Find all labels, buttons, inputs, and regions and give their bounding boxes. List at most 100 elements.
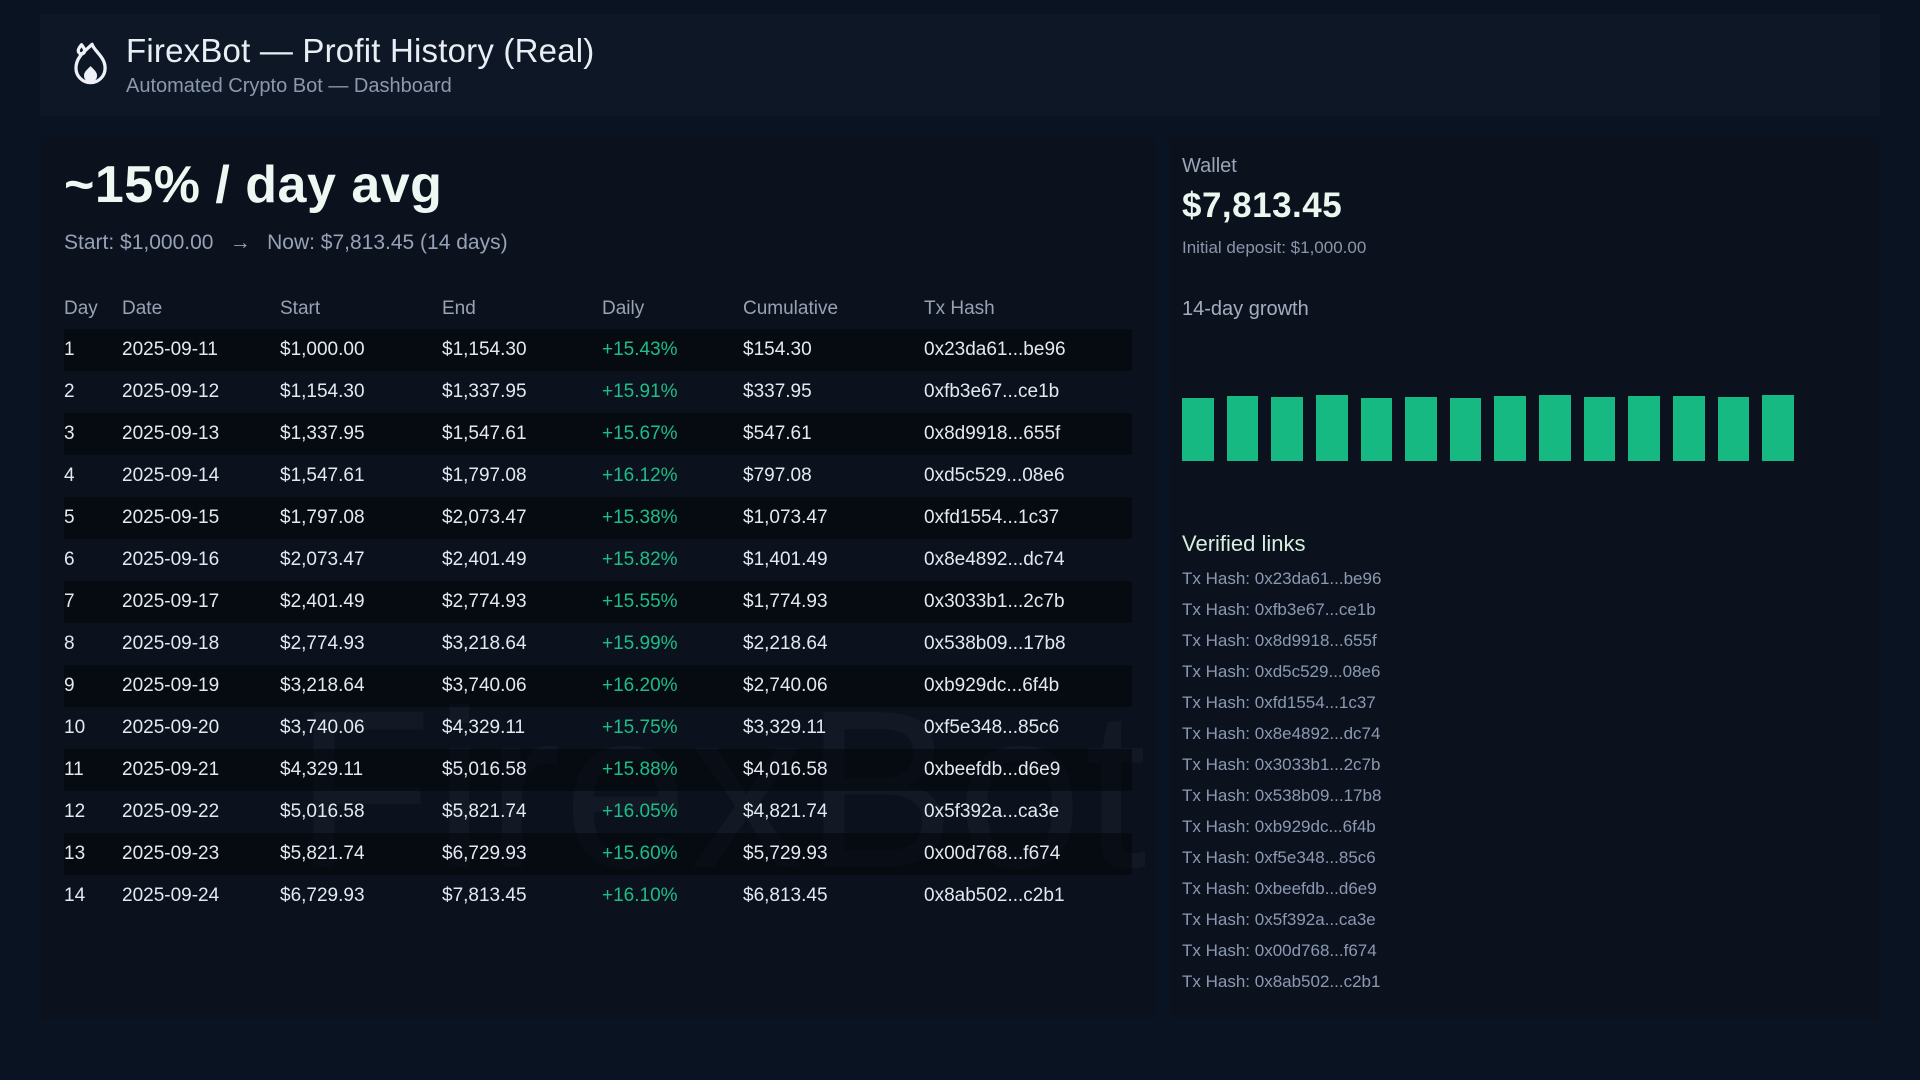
growth-bar — [1226, 396, 1259, 461]
header-titles: FirexBot — Profit History (Real) Automat… — [126, 32, 594, 98]
cell-cumulative: $1,774.93 — [743, 591, 828, 612]
cell-tx-hash: 0x8e4892...dc74 — [924, 549, 1065, 570]
column-header-end: End — [442, 298, 476, 319]
verified-link[interactable]: Tx Hash: 0x00d768...f674 — [1182, 941, 1377, 960]
cell-tx-hash: 0xf5e348...85c6 — [924, 717, 1060, 738]
cell-day: 2 — [64, 381, 75, 402]
table-header-row: Day Date Start End Daily Cumulative Tx Hash — [64, 289, 1132, 329]
table-row: 2 2025-09-12 $1,154.30 $1,337.95 +15.91% $337… — [64, 371, 1132, 413]
cell-cumulative: $154.30 — [743, 339, 812, 360]
cell-start: $4,329.11 — [280, 759, 364, 780]
avg-daily-headline: ~15% / day avg — [64, 156, 443, 214]
column-header-day: Day — [64, 298, 98, 319]
cell-daily: +15.88% — [602, 759, 678, 780]
verified-link[interactable]: Tx Hash: 0x23da61...be96 — [1182, 569, 1382, 588]
cell-daily: +15.43% — [602, 339, 678, 360]
cell-daily: +15.82% — [602, 549, 678, 570]
growth-bar — [1717, 397, 1750, 461]
cell-cumulative: $3,329.11 — [743, 717, 827, 738]
verified-link[interactable]: Tx Hash: 0x5f392a...ca3e — [1182, 910, 1376, 929]
cell-day: 13 — [64, 843, 86, 864]
cell-day: 1 — [64, 339, 75, 360]
verified-links-title: Verified links — [1182, 531, 1306, 556]
cell-date: 2025-09-19 — [122, 675, 220, 696]
cell-date: 2025-09-18 — [122, 633, 220, 654]
cell-date: 2025-09-16 — [122, 549, 220, 570]
cell-cumulative: $2,740.06 — [743, 675, 828, 696]
growth-bar — [1673, 396, 1705, 461]
profit-history-panel: FirexBot ~15% / day avg Start: $1,000.00… — [40, 137, 1156, 1019]
cell-day: 12 — [64, 801, 86, 822]
cell-end: $6,729.93 — [442, 843, 527, 864]
cell-tx-hash: 0x3033b1...2c7b — [924, 591, 1065, 612]
cell-cumulative: $5,729.93 — [743, 843, 828, 864]
wallet-initial-deposit: Initial deposit: $1,000.00 — [1182, 238, 1367, 257]
cell-tx-hash: 0x00d768...f674 — [924, 843, 1061, 864]
verified-link[interactable]: Tx Hash: 0xd5c529...08e6 — [1182, 662, 1381, 681]
cell-date: 2025-09-13 — [122, 423, 220, 444]
cell-date: 2025-09-21 — [122, 759, 220, 780]
verified-link[interactable]: Tx Hash: 0xf5e348...85c6 — [1182, 848, 1376, 867]
cell-start: $2,073.47 — [280, 549, 365, 570]
cell-date: 2025-09-12 — [122, 381, 220, 402]
verified-link[interactable]: Tx Hash: 0xfb3e67...ce1b — [1182, 600, 1376, 619]
cell-day: 9 — [64, 675, 75, 696]
cell-end: $5,821.74 — [442, 801, 527, 822]
growth-bar — [1271, 397, 1303, 461]
growth-bar — [1762, 395, 1794, 461]
main-content: FirexBot ~15% / day avg Start: $1,000.00… — [40, 137, 1880, 1019]
cell-day: 7 — [64, 591, 75, 612]
cell-day: 5 — [64, 507, 75, 528]
cell-date: 2025-09-15 — [122, 507, 220, 528]
cell-daily: +16.05% — [602, 801, 678, 822]
wallet-panel: Wallet $7,813.45 Initial deposit: $1,000… — [1170, 137, 1880, 1019]
cell-end: $2,401.49 — [442, 549, 527, 570]
cell-tx-hash: 0x8ab502...c2b1 — [924, 885, 1065, 906]
cell-end: $1,154.30 — [442, 339, 527, 360]
cell-end: $1,547.61 — [442, 423, 527, 444]
verified-link[interactable]: Tx Hash: 0x8ab502...c2b1 — [1182, 972, 1381, 991]
verified-link[interactable]: Tx Hash: 0xbeefdb...d6e9 — [1182, 879, 1377, 898]
table-row: 8 2025-09-18 $2,774.93 $3,218.64 +15.99% $2,2… — [64, 623, 1132, 665]
cell-end: $4,329.11 — [442, 717, 526, 738]
verified-link[interactable]: Tx Hash: 0x3033b1...2c7b — [1182, 755, 1381, 774]
verified-link[interactable]: Tx Hash: 0x538b09...17b8 — [1182, 786, 1382, 805]
column-header-date: Date — [122, 298, 163, 319]
column-header-cumulative: Cumulative — [743, 298, 839, 319]
verified-link[interactable]: Tx Hash: 0xfd1554...1c37 — [1182, 693, 1376, 712]
growth-bar — [1583, 397, 1616, 461]
cell-end: $1,337.95 — [442, 381, 527, 402]
cell-daily: +15.38% — [602, 507, 678, 528]
table-row: 12 2025-09-22 $5,016.58 $5,821.74 +16.05% $4,… — [64, 791, 1132, 833]
cell-start: $1,797.08 — [280, 507, 365, 528]
cell-cumulative: $1,401.49 — [743, 549, 828, 570]
cell-start: $2,774.93 — [280, 633, 365, 654]
verified-link[interactable]: Tx Hash: 0x8d9918...655f — [1182, 631, 1377, 650]
growth-bar — [1360, 398, 1393, 461]
cell-day: 3 — [64, 423, 75, 444]
column-header-daily: Daily — [602, 298, 645, 319]
verified-link[interactable]: Tx Hash: 0xb929dc...6f4b — [1182, 817, 1376, 836]
cell-day: 8 — [64, 633, 75, 654]
table-row: 6 2025-09-16 $2,073.47 $2,401.49 +15.82% $1,4… — [64, 539, 1132, 581]
cell-end: $7,813.45 — [442, 885, 527, 906]
cell-start: $3,218.64 — [280, 675, 365, 696]
column-header-tx-hash: Tx Hash — [924, 298, 995, 319]
growth-bar — [1182, 398, 1214, 461]
cell-date: 2025-09-23 — [122, 843, 220, 864]
cell-daily: +16.10% — [602, 885, 678, 906]
cell-cumulative: $4,821.74 — [743, 801, 828, 822]
cell-tx-hash: 0xbeefdb...d6e9 — [924, 759, 1061, 780]
cell-tx-hash: 0x538b09...17b8 — [924, 633, 1066, 654]
cell-cumulative: $4,016.58 — [743, 759, 828, 780]
cell-tx-hash: 0x5f392a...ca3e — [924, 801, 1060, 822]
verified-link[interactable]: Tx Hash: 0x8e4892...dc74 — [1182, 724, 1381, 743]
growth-bar-chart — [1182, 329, 1794, 461]
cell-tx-hash: 0xd5c529...08e6 — [924, 465, 1065, 486]
table-row: 9 2025-09-19 $3,218.64 $3,740.06 +16.20% $2,7… — [64, 665, 1132, 707]
cell-day: 14 — [64, 885, 86, 906]
cell-cumulative: $1,073.47 — [743, 507, 828, 528]
cell-daily: +15.55% — [602, 591, 678, 612]
cell-daily: +16.20% — [602, 675, 678, 696]
